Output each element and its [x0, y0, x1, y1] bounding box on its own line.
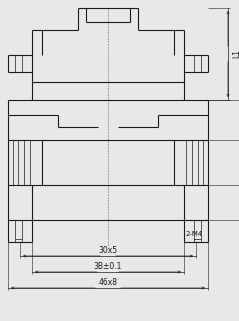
Text: L1: L1	[232, 49, 239, 58]
Text: 3B±0.1: 3B±0.1	[94, 262, 122, 271]
Text: 30x5: 30x5	[98, 246, 118, 255]
Text: 46x8: 46x8	[98, 278, 118, 287]
Text: 2-M4: 2-M4	[186, 231, 203, 237]
